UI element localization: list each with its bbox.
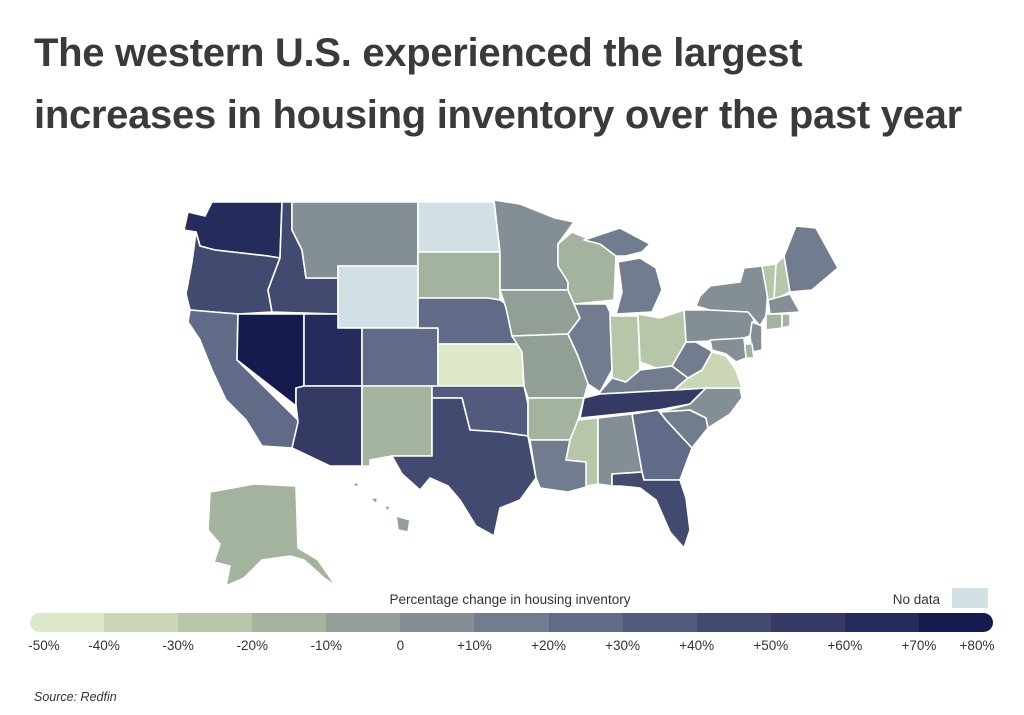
legend-segment: [770, 613, 845, 632]
state-massachusetts[interactable]: [767, 293, 801, 315]
legend-segment: [30, 613, 105, 632]
state-arizona[interactable]: [291, 385, 363, 467]
state-texas[interactable]: [391, 397, 537, 537]
legend-tick-label: +80%: [959, 638, 995, 653]
state-pennsylvania[interactable]: [683, 309, 755, 343]
no-data-swatch: [952, 588, 988, 608]
legend-segment: [178, 613, 253, 632]
state-alaska[interactable]: [207, 483, 337, 587]
legend-tick-label: -20%: [236, 638, 268, 653]
state-maryland[interactable]: [709, 337, 747, 363]
legend-segment: [696, 613, 771, 632]
legend-segment: [622, 613, 697, 632]
source-note: Source: Redfin: [34, 690, 117, 704]
legend-tick-label: +50%: [753, 638, 789, 653]
legend-tick-label: +20%: [531, 638, 566, 653]
legend-tick-label: -30%: [162, 638, 194, 653]
state-kansas[interactable]: [437, 343, 525, 387]
state-hawaii[interactable]: [351, 481, 411, 533]
legend-segment: [844, 613, 919, 632]
state-north-dakota[interactable]: [417, 201, 501, 253]
state-michigan[interactable]: [583, 227, 663, 315]
state-connecticut[interactable]: [765, 313, 783, 331]
state-wyoming[interactable]: [337, 265, 419, 329]
state-florida[interactable]: [611, 471, 691, 549]
legend-tick-label: -10%: [310, 638, 343, 653]
legend-title: Percentage change in housing inventory: [389, 592, 631, 607]
legend-tick-label: +70%: [901, 638, 937, 653]
legend-segment: [104, 613, 179, 632]
state-indiana[interactable]: [609, 315, 641, 383]
state-wisconsin[interactable]: [557, 231, 617, 305]
legend-segment: [474, 613, 549, 632]
state-illinois[interactable]: [567, 303, 613, 393]
state-new-jersey[interactable]: [749, 321, 763, 353]
state-south-dakota[interactable]: [417, 251, 501, 301]
state-colorado[interactable]: [361, 327, 439, 387]
legend-tick-label: -40%: [88, 638, 120, 653]
state-new-mexico[interactable]: [361, 385, 433, 467]
legend-tick-label: 0: [396, 638, 405, 653]
legend-tick-label: +60%: [827, 638, 863, 653]
state-rhode-island[interactable]: [781, 313, 791, 329]
legend-segment: [400, 613, 475, 632]
legend-tick-label: +10%: [457, 638, 492, 653]
no-data-label: No data: [892, 592, 940, 607]
legend-tick-label: +40%: [679, 638, 715, 653]
state-iowa[interactable]: [499, 289, 581, 337]
legend-segment: [252, 613, 327, 632]
legend-segment: [918, 613, 993, 632]
legend-segment: [548, 613, 623, 632]
chart-title: The western U.S. experienced the largest…: [34, 31, 962, 137]
state-new-york[interactable]: [695, 265, 769, 327]
legend-tick-label: +30%: [605, 638, 641, 653]
legend-tick-label: -50%: [28, 638, 60, 653]
legend-segment: [326, 613, 401, 632]
state-maine[interactable]: [783, 225, 839, 293]
legend-color-bar: [30, 613, 993, 632]
